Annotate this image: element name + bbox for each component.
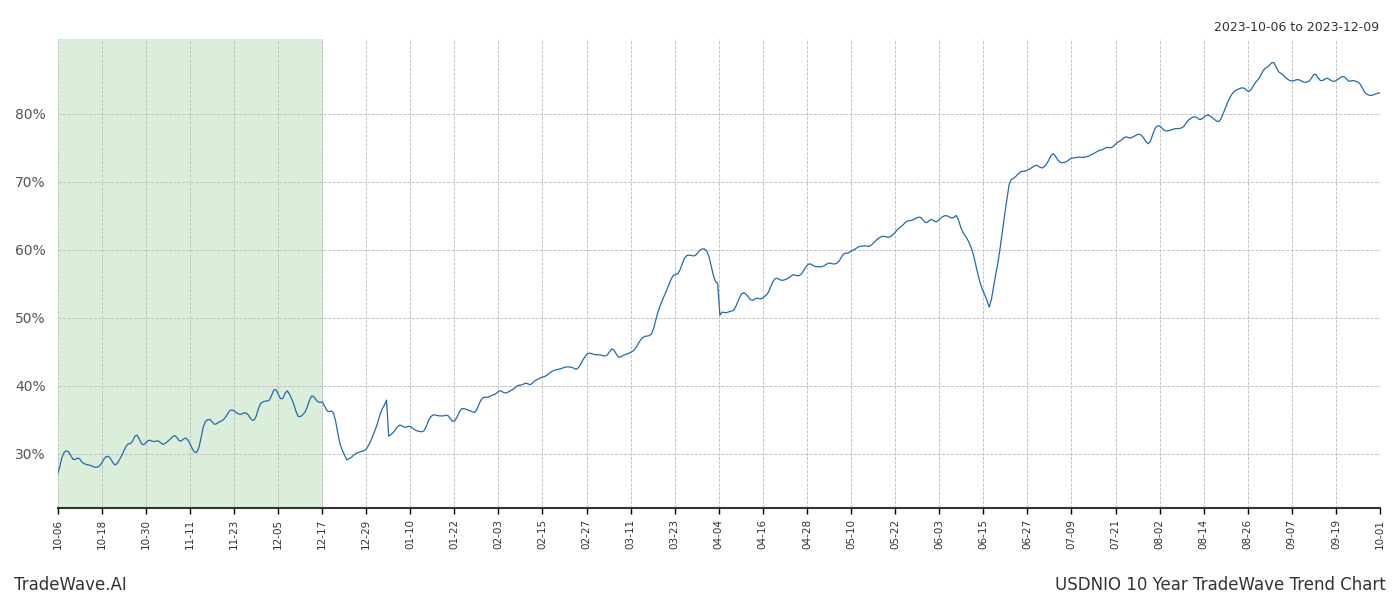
Text: 2023-10-06 to 2023-12-09: 2023-10-06 to 2023-12-09 <box>1214 21 1379 34</box>
Text: TradeWave.AI: TradeWave.AI <box>14 576 127 594</box>
Text: USDNIO 10 Year TradeWave Trend Chart: USDNIO 10 Year TradeWave Trend Chart <box>1056 576 1386 594</box>
Bar <box>57 39 322 508</box>
